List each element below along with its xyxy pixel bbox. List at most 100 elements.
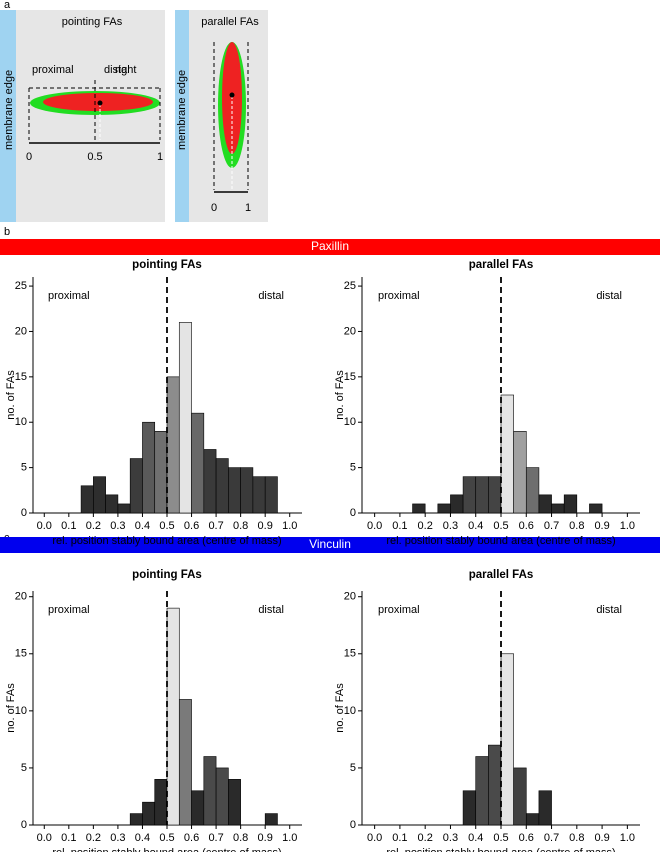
bar [215, 767, 229, 826]
y-tick-label: 20 [344, 591, 356, 603]
annotation: distal [596, 290, 622, 302]
x-tick-label: 0.9 [594, 832, 609, 844]
y-tick-label: 10 [15, 705, 27, 717]
x-tick-label: 1.0 [620, 832, 635, 844]
bar [538, 494, 552, 514]
y-tick-label: 5 [350, 462, 356, 474]
x-tick-label: 0.9 [258, 832, 273, 844]
x-tick-label: 0.1 [61, 832, 76, 844]
panel-label: a [4, 0, 11, 11]
chart-title: parallel FAs [469, 259, 534, 271]
x-axis-label: rel. position stably bound area (centre … [52, 847, 281, 852]
banner [0, 239, 660, 255]
x-tick-label: 0.6 [519, 520, 534, 532]
bar [538, 790, 552, 826]
x-tick-label: 0.7 [544, 832, 559, 844]
com-dot [229, 92, 235, 98]
y-tick-label: 10 [15, 416, 27, 428]
bar [142, 801, 156, 826]
x-tick-label: 0.4 [468, 520, 483, 532]
panel-label: b [4, 226, 10, 238]
x-tick-label: 0.2 [418, 520, 433, 532]
x-tick-label: 0.1 [392, 832, 407, 844]
y-tick-label: 0 [350, 819, 356, 831]
y-tick-label: 15 [15, 371, 27, 383]
bar [513, 767, 527, 826]
y-tick-label: 15 [344, 648, 356, 660]
membrane-label: membrane edge [3, 70, 15, 150]
bar [93, 476, 106, 514]
scale-label: 1 [157, 151, 163, 163]
bar [525, 467, 540, 514]
x-tick-label: 0.1 [61, 520, 76, 532]
bar [178, 699, 192, 826]
bar [475, 756, 489, 826]
annotation: proximal [378, 604, 420, 616]
x-tick-label: 0.5 [159, 832, 174, 844]
y-tick-label: 10 [344, 416, 356, 428]
x-tick-label: 0.6 [184, 832, 199, 844]
bar [589, 503, 603, 514]
annotation: proximal [48, 290, 90, 302]
y-tick-label: 15 [15, 648, 27, 660]
y-tick-label: 25 [344, 280, 356, 292]
bar [488, 476, 502, 514]
x-tick-label: 0.6 [184, 520, 199, 532]
bar [191, 790, 205, 826]
y-tick-label: 20 [15, 325, 27, 337]
x-tick-label: 0.4 [135, 832, 150, 844]
bar [525, 813, 540, 826]
x-tick-label: 0.2 [86, 520, 101, 532]
com-dot [97, 100, 103, 106]
chart-title: parallel FAs [469, 569, 534, 581]
y-tick-label: 15 [344, 371, 356, 383]
bounding-box [28, 80, 161, 140]
x-tick-label: 0.3 [443, 832, 458, 844]
x-tick-label: 0.7 [208, 520, 223, 532]
x-tick-label: 0.3 [443, 520, 458, 532]
x-tick-label: 0.2 [418, 832, 433, 844]
overlap-label: right [115, 64, 136, 76]
annotation: proximal [378, 290, 420, 302]
bar [129, 813, 143, 826]
bar [551, 503, 565, 514]
panel-bg [16, 10, 165, 222]
annotation: proximal [48, 604, 90, 616]
x-tick-label: 1.0 [620, 520, 635, 532]
scale-label: 0 [211, 202, 217, 214]
x-tick-label: 0.0 [367, 832, 382, 844]
x-tick-label: 0.8 [233, 832, 248, 844]
bar [154, 431, 168, 514]
x-tick-label: 0.1 [392, 520, 407, 532]
banner [0, 537, 660, 553]
x-tick-label: 1.0 [282, 520, 297, 532]
bar [142, 421, 156, 514]
y-tick-label: 10 [344, 705, 356, 717]
y-axis-label: no. of FAs [334, 370, 346, 420]
annotation: distal [596, 604, 622, 616]
bar [203, 449, 217, 514]
x-tick-label: 0.4 [135, 520, 150, 532]
bar [513, 431, 527, 514]
bar [154, 779, 168, 826]
y-tick-label: 0 [21, 819, 27, 831]
x-tick-label: 0.8 [569, 520, 584, 532]
y-tick-label: 0 [350, 507, 356, 519]
annotation: distal [258, 290, 284, 302]
bar [488, 744, 502, 826]
bar [412, 503, 426, 514]
bounding-box [213, 42, 249, 190]
y-tick-label: 0 [21, 507, 27, 519]
banner-label: Vinculin [309, 537, 351, 551]
x-tick-label: 0.4 [468, 832, 483, 844]
y-tick-label: 25 [15, 280, 27, 292]
y-tick-label: 20 [344, 325, 356, 337]
bar [203, 756, 217, 826]
bar [80, 485, 94, 514]
bar [462, 476, 477, 514]
bar [129, 458, 143, 514]
x-tick-label: 0.2 [86, 832, 101, 844]
bar [240, 467, 254, 514]
x-tick-label: 0.0 [37, 520, 52, 532]
